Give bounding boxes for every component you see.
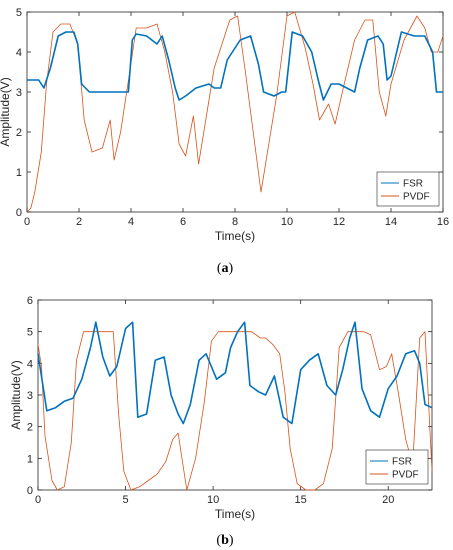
y-tick-label: 5: [27, 327, 33, 339]
x-tick-label: 0: [24, 216, 30, 228]
y-axis-title: Amplitude(V): [9, 360, 23, 429]
y-tick-label: 2: [27, 422, 33, 434]
x-axis-title: Time(s): [215, 507, 255, 521]
x-tick-label: 16: [437, 216, 449, 228]
y-tick-label: 3: [16, 87, 22, 99]
x-tick-label: 4: [128, 216, 134, 228]
x-tick-label: 0: [35, 494, 41, 506]
x-tick-label: 20: [382, 494, 394, 506]
y-tick-label: 5: [16, 7, 22, 19]
x-tick-label: 10: [207, 494, 219, 506]
legend-label-pvdf: PVDF: [403, 192, 430, 203]
legend-label-fsr: FSR: [392, 457, 412, 468]
x-tick-label: 12: [333, 216, 345, 228]
y-tick-label: 4: [27, 358, 33, 370]
series-line-fsr: [37, 321, 433, 425]
y-tick-label: 2: [16, 127, 22, 139]
x-tick-label: 5: [122, 494, 128, 506]
y-tick-label: 1: [27, 453, 33, 465]
y-tick-label: 1: [16, 167, 22, 179]
legend-label-fsr: FSR: [403, 179, 423, 190]
y-tick-label: 0: [16, 207, 22, 219]
legend-label-pvdf: PVDF: [392, 470, 419, 481]
x-tick-label: 14: [385, 216, 397, 228]
series-line-pvdf: [26, 11, 444, 213]
x-axis-title: Time(s): [215, 229, 255, 243]
plot-frame: [26, 11, 444, 213]
y-tick-label: 3: [27, 390, 33, 402]
x-tick-label: 2: [76, 216, 82, 228]
x-tick-label: 15: [295, 494, 307, 506]
x-tick-label: 8: [232, 216, 238, 228]
chart-panel-a: 0 2 4 6 8 10 12 14 16012345Time(s)Amplitude(V)FS…: [0, 7, 449, 276]
legend-box: [376, 171, 440, 207]
series-line-pvdf: [37, 331, 433, 491]
series-line-fsr: [27, 31, 443, 101]
x-tick-label: 10: [281, 216, 293, 228]
x-tick-label: 6: [180, 216, 186, 228]
legend-box: [365, 449, 429, 485]
y-tick-label: 6: [27, 295, 33, 307]
y-axis-title: Amplitude(V): [0, 77, 12, 146]
panel-caption-b: (b): [216, 533, 233, 548]
y-tick-label: 4: [16, 47, 22, 59]
y-tick-label: 0: [27, 485, 33, 497]
panel-caption-a: (a): [217, 261, 234, 276]
chart-panel-b: 0 5 10 15 20 0 1 2 3 4 5 6 Time(s) Amplitude(V) FSR PVD…: [9, 295, 433, 548]
